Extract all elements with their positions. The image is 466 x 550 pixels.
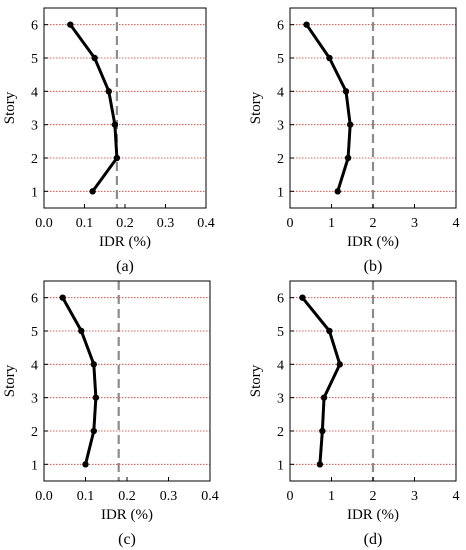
y-tick-label: 6 bbox=[31, 292, 38, 307]
y-tick-label: 6 bbox=[277, 19, 284, 34]
x-tick-label: 0.4 bbox=[201, 489, 219, 504]
y-tick-label: 4 bbox=[277, 358, 284, 373]
y-tick-label: 1 bbox=[31, 185, 38, 200]
y-tick-label: 5 bbox=[277, 325, 284, 340]
x-tick-label: 0.0 bbox=[35, 489, 53, 504]
x-axis-label: IDR (%) bbox=[347, 234, 399, 250]
data-point bbox=[82, 461, 89, 468]
y-tick-label: 1 bbox=[31, 458, 38, 473]
x-tick-label: 0.1 bbox=[76, 216, 94, 231]
x-tick-label: 4 bbox=[453, 489, 460, 504]
data-point bbox=[67, 21, 74, 28]
y-axis-label: Story bbox=[2, 364, 18, 397]
y-tick-label: 1 bbox=[277, 458, 284, 473]
x-tick-label: 2 bbox=[370, 489, 377, 504]
panel-d: 1 2 3 4 5 6 0 1 2 3 4 IDR (%) Story (d) bbox=[248, 280, 460, 548]
series-line bbox=[301, 296, 342, 465]
y-axis-label: Story bbox=[2, 91, 18, 124]
y-tick-label: 2 bbox=[31, 152, 38, 167]
x-tick-label: 1 bbox=[328, 216, 335, 231]
y-tick-label: 1 bbox=[277, 185, 284, 200]
data-point bbox=[342, 88, 350, 95]
data-point bbox=[59, 294, 66, 301]
data-point bbox=[326, 54, 333, 62]
data-point bbox=[303, 21, 310, 28]
x-tick-label: 0.1 bbox=[77, 489, 95, 504]
y-tick-label: 6 bbox=[277, 292, 284, 307]
data-point bbox=[336, 361, 343, 368]
x-tick-label: 3 bbox=[411, 216, 418, 231]
y-tick-label: 2 bbox=[31, 425, 38, 440]
x-tick-label: 1 bbox=[328, 489, 335, 504]
panel-c: 1 2 3 4 5 6 0.0 0.1 0.2 0.3 0.4 IDR (%) Story (c) bbox=[2, 280, 219, 548]
data-point bbox=[89, 188, 96, 195]
panel-label: (d) bbox=[364, 531, 383, 548]
y-tick-label: 6 bbox=[31, 19, 38, 34]
x-axis-label: IDR (%) bbox=[99, 234, 151, 250]
data-point bbox=[326, 327, 333, 335]
data-point bbox=[78, 327, 85, 335]
panel-label: (c) bbox=[118, 531, 136, 548]
plot-frame bbox=[43, 7, 207, 209]
series-line bbox=[61, 296, 98, 465]
data-point bbox=[91, 54, 98, 62]
y-tick-label: 3 bbox=[277, 119, 284, 134]
x-axis-label: IDR (%) bbox=[347, 507, 399, 523]
panel-b: 1 2 3 4 5 6 0 1 2 3 4 IDR (%) Story (b) bbox=[248, 7, 460, 275]
series-line bbox=[69, 23, 119, 193]
data-point bbox=[90, 427, 98, 435]
y-tick-label: 2 bbox=[277, 425, 284, 440]
data-point bbox=[320, 394, 328, 401]
y-axis-label: Story bbox=[248, 91, 264, 124]
data-point bbox=[113, 154, 121, 162]
x-tick-label: 0 bbox=[287, 489, 294, 504]
data-point bbox=[334, 188, 341, 195]
x-tick-label: 0 bbox=[287, 216, 294, 231]
data-point bbox=[319, 427, 326, 435]
y-tick-label: 4 bbox=[31, 85, 38, 100]
x-tick-label: 3 bbox=[411, 489, 418, 504]
data-point bbox=[105, 88, 113, 95]
data-point bbox=[299, 294, 306, 301]
x-tick-label: 0.0 bbox=[35, 216, 53, 231]
x-tick-label: 2 bbox=[370, 216, 377, 231]
data-point bbox=[90, 361, 98, 368]
y-axis-label: Story bbox=[248, 364, 264, 397]
data-point bbox=[92, 394, 100, 401]
panel-label: (b) bbox=[364, 258, 383, 275]
panel-label: (a) bbox=[116, 258, 134, 275]
panel-a: 1 2 3 4 5 6 0.0 0.1 0.2 0.3 0.4 IDR (%) Story (a) bbox=[2, 7, 215, 275]
y-tick-label: 3 bbox=[277, 392, 284, 407]
y-tick-label: 4 bbox=[31, 358, 38, 373]
data-point bbox=[111, 121, 119, 128]
y-tick-label: 5 bbox=[31, 52, 38, 67]
x-axis-label: IDR (%) bbox=[101, 507, 153, 523]
x-tick-label: 0.2 bbox=[116, 216, 134, 231]
y-tick-label: 5 bbox=[31, 325, 38, 340]
y-tick-label: 3 bbox=[31, 392, 38, 407]
x-tick-label: 0.3 bbox=[160, 489, 178, 504]
y-tick-label: 4 bbox=[277, 85, 284, 100]
data-point bbox=[346, 121, 354, 128]
y-tick-label: 3 bbox=[31, 119, 38, 134]
x-tick-label: 0.4 bbox=[197, 216, 215, 231]
data-point bbox=[344, 154, 352, 162]
y-tick-label: 2 bbox=[277, 152, 284, 167]
data-point bbox=[316, 461, 324, 468]
x-tick-label: 0.3 bbox=[157, 216, 175, 231]
series-line bbox=[305, 23, 352, 192]
x-tick-label: 0.2 bbox=[118, 489, 136, 504]
y-tick-label: 5 bbox=[277, 52, 284, 67]
x-tick-label: 4 bbox=[453, 216, 460, 231]
